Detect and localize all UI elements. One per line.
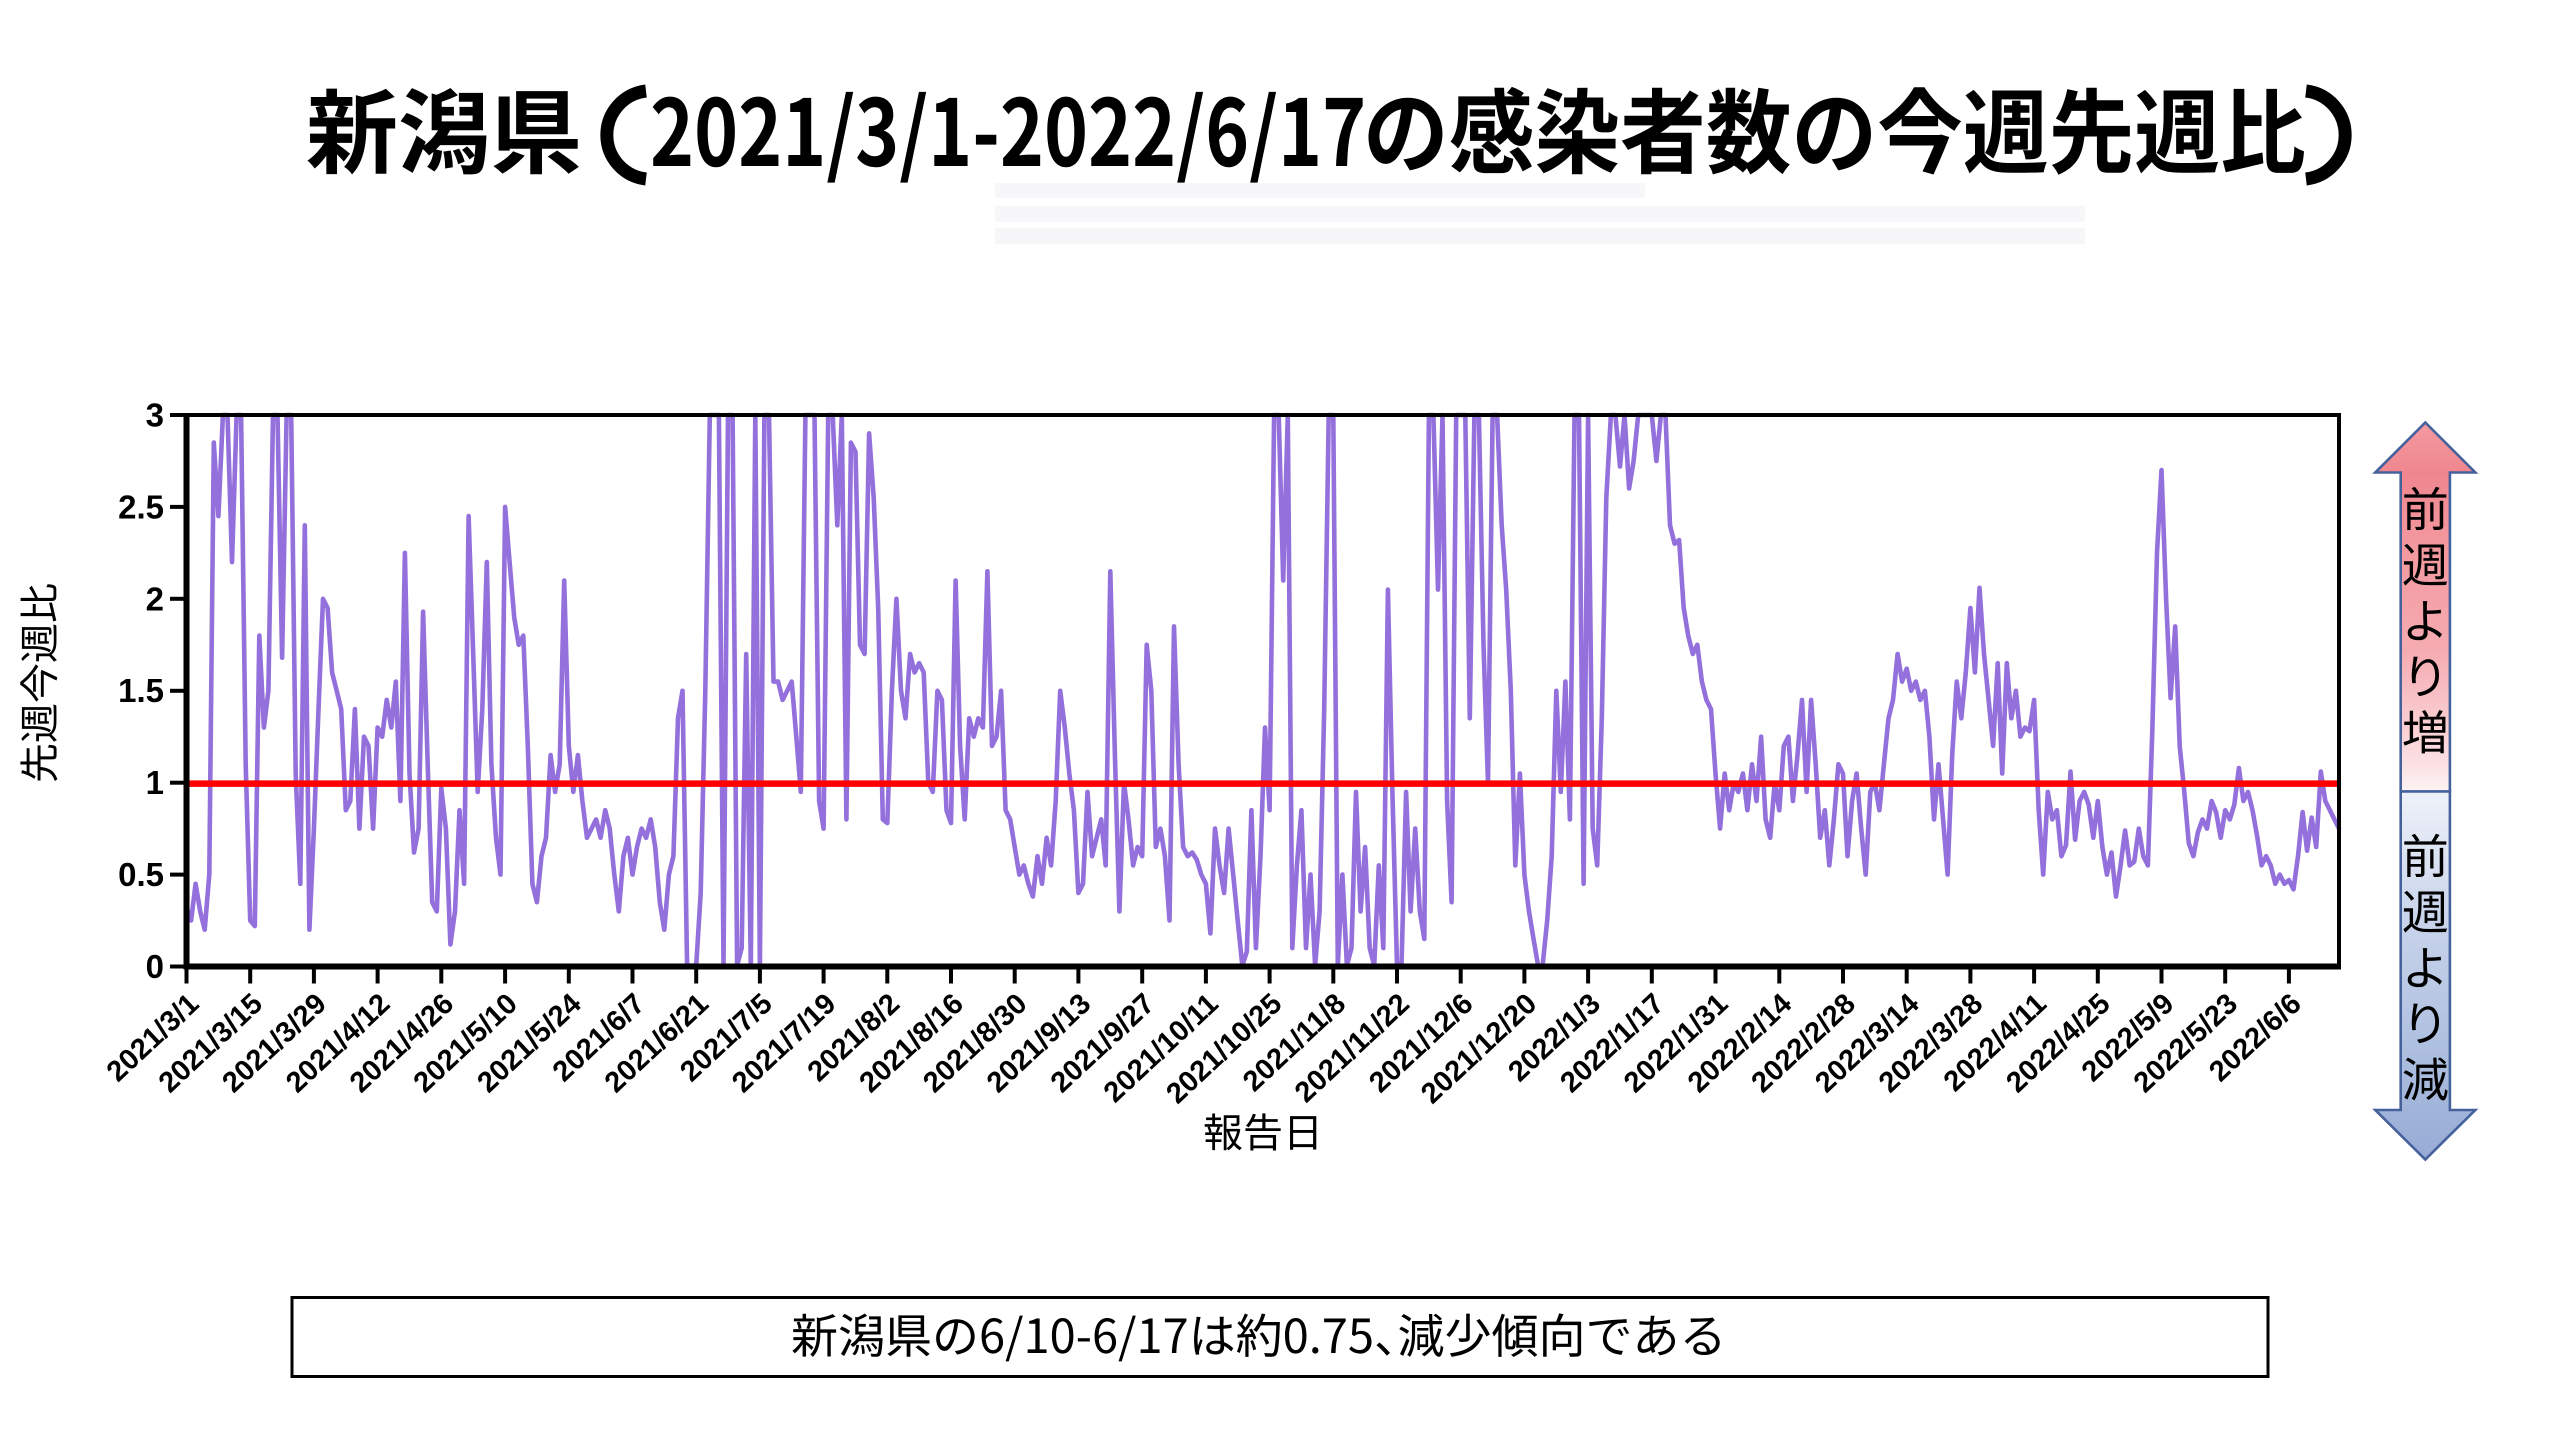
svg-text:1: 1 <box>146 764 164 801</box>
svg-text:3: 3 <box>146 397 164 434</box>
svg-text:0: 0 <box>146 948 164 985</box>
svg-text:2: 2 <box>146 580 164 617</box>
svg-text:1.5: 1.5 <box>118 672 164 709</box>
svg-text:0.5: 0.5 <box>118 856 164 893</box>
svg-text:2.5: 2.5 <box>118 488 164 525</box>
